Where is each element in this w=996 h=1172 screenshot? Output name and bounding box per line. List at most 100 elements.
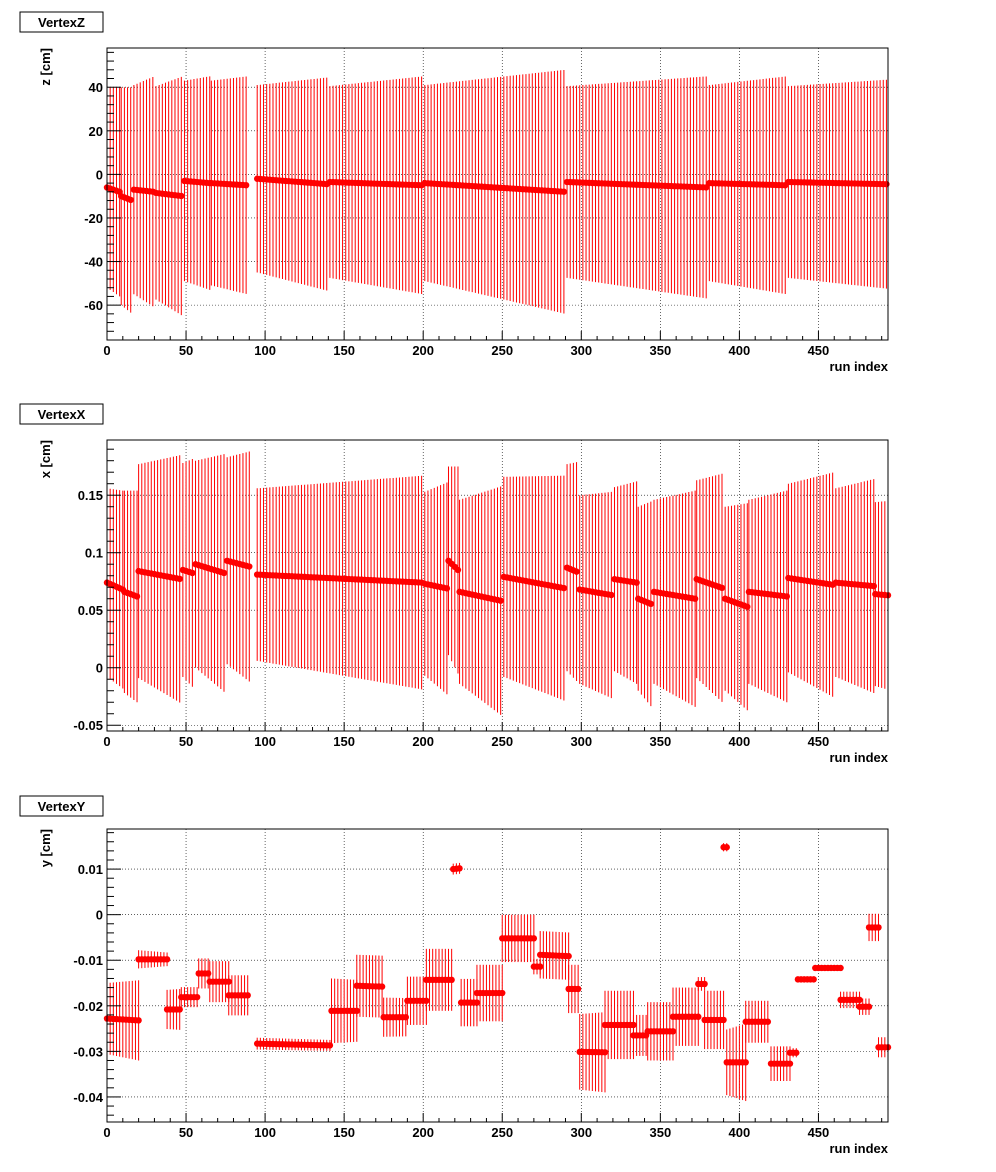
series-vertexz bbox=[103, 69, 890, 316]
data-point bbox=[378, 983, 386, 990]
data-point bbox=[601, 1049, 609, 1056]
y-axis-label: x [cm] bbox=[38, 440, 53, 478]
markers bbox=[103, 557, 892, 610]
series-vertexy bbox=[103, 843, 892, 1102]
plot-frame bbox=[106, 47, 889, 341]
panel-title-box bbox=[19, 11, 104, 33]
y-tick-label: -0.05 bbox=[73, 718, 103, 733]
y-tick-label: -0.03 bbox=[73, 1044, 103, 1059]
data-point bbox=[695, 1013, 702, 1020]
x-tick-label: 200 bbox=[412, 734, 434, 749]
x-axis bbox=[106, 1113, 883, 1122]
data-point bbox=[560, 188, 568, 195]
y-tick-label: -60 bbox=[84, 298, 103, 313]
data-point bbox=[473, 999, 481, 1006]
data-point bbox=[353, 1007, 360, 1015]
data-point bbox=[163, 956, 171, 963]
x-tick-label: 0 bbox=[103, 734, 110, 749]
x-tick-label: 450 bbox=[808, 1125, 830, 1140]
y-tick-label: 40 bbox=[89, 80, 103, 95]
data-point bbox=[178, 192, 185, 200]
y-tick-label: 0.15 bbox=[78, 488, 103, 503]
y-axis bbox=[107, 832, 121, 1116]
y-tick-label: -40 bbox=[84, 255, 103, 270]
x-axis-label: run index bbox=[829, 1141, 888, 1156]
data-point bbox=[720, 1016, 727, 1024]
x-tick-label: 50 bbox=[179, 734, 193, 749]
data-point bbox=[176, 1006, 183, 1013]
data-point bbox=[242, 181, 250, 189]
x-tick-label: 300 bbox=[570, 734, 592, 749]
data-point bbox=[220, 569, 228, 577]
data-point bbox=[244, 992, 251, 999]
x-tick-label: 150 bbox=[333, 1125, 355, 1140]
data-point bbox=[573, 568, 580, 575]
data-point bbox=[633, 579, 640, 586]
x-tick-label: 100 bbox=[254, 343, 276, 358]
y-axis-label: y [cm] bbox=[38, 829, 53, 867]
data-point bbox=[135, 1017, 142, 1024]
x-tick-label: 250 bbox=[491, 343, 513, 358]
plot-frame bbox=[106, 828, 889, 1123]
data-point bbox=[448, 976, 455, 984]
data-point bbox=[497, 597, 504, 604]
data-point bbox=[456, 865, 463, 872]
x-tick-label: 50 bbox=[179, 1125, 193, 1140]
data-point bbox=[326, 1042, 334, 1049]
y-axis bbox=[107, 51, 121, 341]
data-point bbox=[883, 180, 890, 188]
x-tick-label: 400 bbox=[729, 1125, 751, 1140]
data-point bbox=[204, 970, 212, 977]
data-point bbox=[669, 1028, 677, 1035]
x-tick-label: 0 bbox=[103, 343, 110, 358]
data-point bbox=[701, 980, 708, 988]
x-tick-label: 350 bbox=[649, 343, 671, 358]
x-tick-label: 450 bbox=[808, 343, 830, 358]
x-tick-label: 300 bbox=[570, 1125, 592, 1140]
x-tick-label: 400 bbox=[729, 343, 751, 358]
x-tick-label: 100 bbox=[254, 1125, 276, 1140]
y-tick-label: 0 bbox=[96, 167, 103, 182]
x-axis-label: run index bbox=[829, 359, 888, 374]
x-tick-label: 150 bbox=[333, 343, 355, 358]
data-point bbox=[574, 985, 582, 993]
data-point bbox=[786, 1060, 794, 1067]
x-tick-label: 450 bbox=[808, 734, 830, 749]
data-point bbox=[630, 1021, 637, 1029]
plot-frame bbox=[106, 439, 889, 732]
data-point bbox=[865, 1003, 873, 1010]
y-tick-label: 0.1 bbox=[85, 546, 103, 561]
data-point bbox=[189, 569, 196, 577]
data-point bbox=[536, 963, 544, 970]
x-tick-label: 100 bbox=[254, 734, 276, 749]
data-point bbox=[718, 584, 726, 592]
y-tick-label: -0.01 bbox=[73, 953, 103, 968]
x-tick-label: 150 bbox=[333, 734, 355, 749]
data-point bbox=[499, 989, 506, 997]
x-axis bbox=[106, 331, 883, 340]
data-point bbox=[783, 593, 791, 600]
y-axis-label: z [cm] bbox=[38, 48, 53, 86]
data-point bbox=[691, 595, 699, 602]
x-axis-label: run index bbox=[829, 750, 888, 765]
x-tick-label: 350 bbox=[649, 1125, 671, 1140]
x-tick-label: 250 bbox=[491, 1125, 513, 1140]
data-point bbox=[856, 996, 863, 1004]
x-tick-label: 300 bbox=[570, 343, 592, 358]
x-tick-label: 50 bbox=[179, 343, 193, 358]
y-tick-label: 0.05 bbox=[78, 603, 103, 618]
markers bbox=[103, 175, 890, 204]
x-tick-label: 400 bbox=[729, 734, 751, 749]
panel-title: VertexY bbox=[38, 799, 86, 814]
data-point bbox=[454, 566, 462, 574]
y-tick-label: 0.01 bbox=[78, 862, 103, 877]
y-tick-label: -0.02 bbox=[73, 999, 103, 1014]
y-tick-label: -20 bbox=[84, 211, 103, 226]
y-tick-label: 0 bbox=[96, 908, 103, 923]
data-point bbox=[810, 976, 817, 983]
data-point bbox=[837, 964, 844, 972]
panel-title: VertexX bbox=[38, 407, 86, 422]
y-tick-label: -0.04 bbox=[73, 1090, 103, 1105]
